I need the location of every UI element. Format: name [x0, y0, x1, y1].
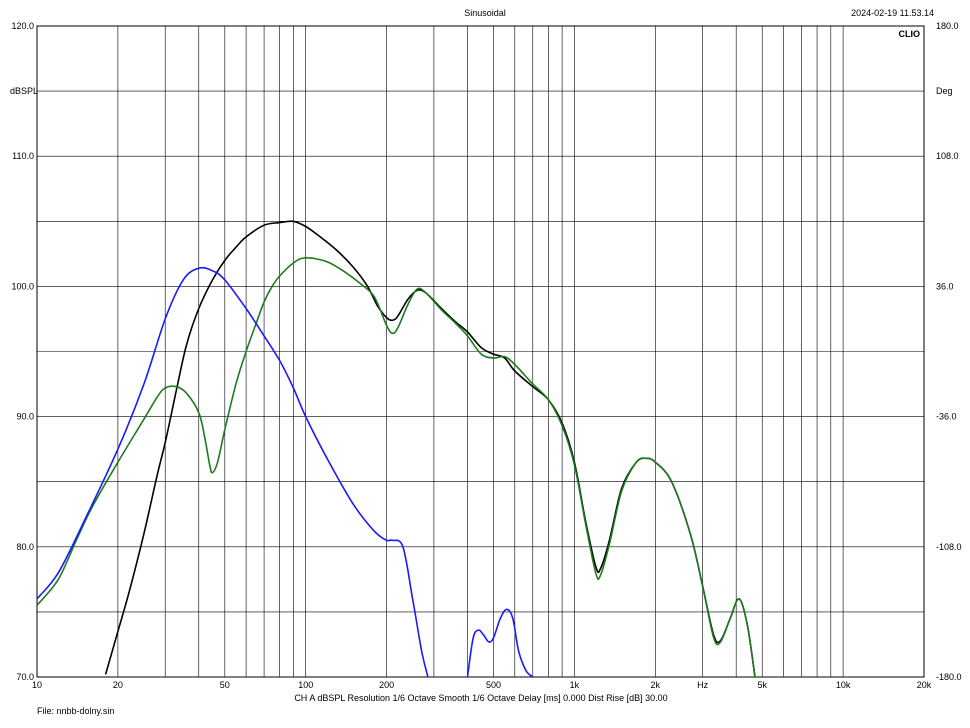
y-tick-label: 70.0 — [16, 672, 34, 682]
y-tick-label: dBSPL — [10, 86, 38, 96]
x-tick-label: 100 — [298, 680, 313, 690]
y2-tick-label: 36.0 — [936, 281, 954, 291]
y-tick-label: 110.0 — [12, 151, 34, 161]
series-line — [466, 608, 534, 678]
x-tick-label: 200 — [379, 680, 394, 690]
measurement-settings: CH A dBSPL Resolution 1/6 Octave Smooth … — [294, 693, 667, 703]
x-tick-label: 20 — [113, 680, 123, 690]
chart-title: Sinusoidal — [464, 8, 506, 18]
x-tick-label: Hz — [697, 680, 708, 690]
x-tick-label: 5k — [757, 680, 767, 690]
y-axis-labels: 70.0 80.0 90.0 100.0 110.0 dBSPL 120.0 — [10, 21, 38, 682]
y2-tick-label: -108.0 — [936, 542, 962, 552]
series-line — [36, 256, 756, 678]
file-name: File: nnbb-dolny.sin — [37, 706, 114, 716]
x-tick-label: 500 — [486, 680, 501, 690]
y2-tick-label: 108.0 — [936, 151, 959, 161]
x-tick-label: 1k — [570, 680, 580, 690]
clio-logo: CLIO — [899, 29, 921, 39]
y2-tick-label: -36.0 — [936, 412, 957, 422]
series-layer — [36, 220, 756, 678]
y-tick-label: 80.0 — [16, 542, 34, 552]
y-tick-label: 100.0 — [11, 281, 34, 291]
series-line — [104, 220, 756, 678]
y2-axis-labels: -180.0 -108.0 -36.0 36.0 108.0 Deg 180.0 — [936, 21, 962, 682]
y2-tick-label: -180.0 — [936, 672, 962, 682]
x-tick-label: 50 — [220, 680, 230, 690]
y2-tick-label: Deg — [936, 86, 953, 96]
x-tick-label: 20k — [917, 680, 932, 690]
grid — [36, 25, 925, 678]
y-tick-label: 120.0 — [11, 21, 34, 31]
y2-tick-label: 180.0 — [936, 21, 959, 31]
x-axis-labels: 10 20 50 100 200 500 1k 2k Hz 5k 10k 20k — [32, 680, 932, 690]
y-tick-label: 90.0 — [16, 412, 34, 422]
series-line — [36, 266, 429, 678]
x-tick-label: 2k — [651, 680, 661, 690]
timestamp: 2024-02-19 11.53.14 — [851, 8, 934, 18]
plot-frame — [36, 25, 925, 678]
x-tick-label: 10 — [32, 680, 42, 690]
x-tick-label: 10k — [836, 680, 851, 690]
